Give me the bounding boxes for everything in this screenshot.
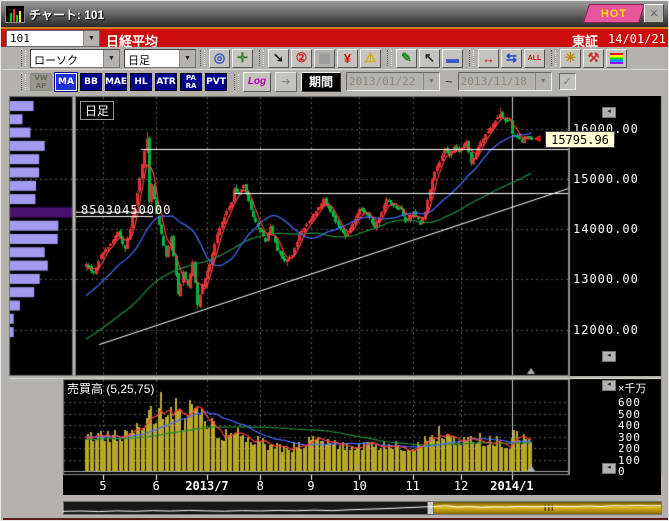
toolbar-grip[interactable]	[387, 50, 392, 66]
log-scale-button[interactable]: Log	[243, 71, 271, 92]
bb-button[interactable]: BB	[80, 72, 102, 91]
toolbar-grip[interactable]	[259, 50, 264, 66]
timeframe-value: 日足	[128, 54, 150, 67]
symbol-code-combo[interactable]: 101 ▼	[6, 30, 100, 47]
jump-arrow-button[interactable]: ➔	[275, 71, 297, 92]
last-price-arrow-icon: ◄	[531, 131, 543, 145]
chart-type-combo[interactable]: ローソク ▼	[30, 48, 120, 68]
volume-unit-label: ×千万	[618, 383, 647, 395]
x-axis-tick: 5	[99, 479, 107, 493]
grid-icon[interactable]: ▦	[314, 48, 335, 68]
window-title: チャート: 101	[29, 7, 105, 22]
hot-label: HOT	[600, 7, 628, 20]
palette-icon[interactable]	[606, 48, 627, 68]
chart-type-value: ローソク	[34, 54, 78, 67]
price-axis-tick: 14000.00	[573, 222, 639, 237]
scroll-chart-icon[interactable]: ➘	[268, 48, 289, 68]
axis-scroll-button[interactable]: ◂	[602, 107, 616, 118]
panel-timeframe-label: 日足	[80, 101, 115, 120]
date-from-field[interactable]: 2013/01/22 ▼	[346, 72, 440, 91]
timeframe-combo[interactable]: 日足 ▼	[124, 48, 196, 68]
pencil-icon[interactable]: ✎	[396, 48, 417, 68]
navigator-handle[interactable]	[427, 501, 434, 515]
chevron-down-icon[interactable]: ▼	[423, 73, 439, 90]
x-axis-tick: 8	[256, 479, 264, 493]
yen-scale-icon[interactable]: ¥	[337, 48, 358, 68]
volume-at-price-label: 85030450000	[81, 203, 172, 217]
alert-icon[interactable]: ⚠	[360, 48, 381, 68]
price-axis-tick: 15000.00	[573, 172, 639, 187]
last-price-callout: 15795.96	[545, 131, 615, 148]
zoom-icon[interactable]: ◎	[209, 48, 230, 68]
vwap-button[interactable]: VW AP	[30, 72, 52, 91]
symbol-code-value: 101	[10, 32, 30, 45]
crosshair-icon[interactable]: ✛	[232, 48, 253, 68]
navigator-grip[interactable]: III	[544, 503, 555, 513]
settings-icon[interactable]: ✳	[560, 48, 581, 68]
para-button[interactable]: PA RA	[180, 72, 202, 91]
toolbar-grip[interactable]	[21, 73, 26, 90]
toolbar-grip[interactable]	[551, 50, 556, 66]
expand-bars-icon[interactable]: ↔	[478, 48, 499, 68]
toolbar-grip[interactable]	[469, 50, 474, 66]
app-icon	[5, 5, 25, 23]
toolbar-grip[interactable]	[234, 73, 239, 90]
chevron-down-icon[interactable]: ▼	[103, 49, 119, 67]
x-axis-tick: 6	[152, 479, 160, 493]
eraser-icon[interactable]: ▬	[442, 48, 463, 68]
x-axis-tick: 9	[307, 479, 315, 493]
atr-button[interactable]: ATR	[155, 72, 177, 91]
range-checkbox[interactable]: ✓	[558, 73, 576, 90]
volume-panel-label: 売買高 (5,25,75)	[67, 382, 155, 396]
close-button[interactable]: ✕	[644, 4, 664, 23]
chart-toolbar: ローソク ▼ 日足 ▼ ◎ ✛ ➘ ② ▦ ¥ ⚠ ✎ ↖ ▬ ↔ ⇆ ALL ✳ ⚒	[1, 47, 668, 70]
axis-scroll-button[interactable]: ◂	[602, 351, 616, 362]
quote-date: 14/01/21	[608, 32, 666, 46]
axis-scroll-button[interactable]: ◂	[602, 380, 616, 391]
pvt-button[interactable]: PVT	[205, 72, 227, 91]
title-bar[interactable]: チャート: 101 HOT ✕	[1, 1, 668, 27]
x-axis-tick: 2014/1	[490, 479, 534, 493]
chevron-down-icon[interactable]: ▼	[534, 73, 551, 90]
quote-bar: 101 ▼ 日経平均 東証 14/01/21	[1, 29, 668, 49]
price-axis-tick: 12000.00	[573, 322, 639, 337]
shrink-bars-icon[interactable]: ⇆	[501, 48, 522, 68]
all-range-button[interactable]: ALL	[524, 48, 545, 68]
period-button[interactable]: 期間	[301, 71, 341, 92]
volume-axis-tick: 0	[618, 465, 626, 478]
x-axis-tick: 2013/7	[185, 479, 229, 493]
chevron-down-icon[interactable]: ▼	[83, 31, 99, 46]
range-navigator[interactable]: III	[63, 501, 662, 515]
price-axis-tick: 13000.00	[573, 272, 639, 287]
date-range-separator: ~	[445, 74, 453, 89]
select-cursor-icon[interactable]: ↖	[419, 48, 440, 68]
tools-icon[interactable]: ⚒	[583, 48, 604, 68]
toolbar-grip[interactable]	[200, 50, 205, 66]
axis-scroll-button[interactable]: ◂	[602, 463, 616, 474]
x-axis-tick: 11	[405, 479, 420, 493]
date-to-value: 2013/11/18	[460, 75, 527, 88]
chart-workspace: 日足 85030450000 売買高 (5,25,75) ×千万 ◄ 15795…	[1, 93, 668, 520]
x-axis-tick: 10	[352, 479, 367, 493]
toolbar-grip[interactable]	[21, 50, 26, 66]
indicator-toolbar: VW AP MA BB MAE HL ATR PA RA PVT Log ➔ 期間 2013/…	[1, 70, 668, 93]
date-to-field[interactable]: 2013/11/18 ▼	[457, 72, 552, 91]
x-axis-tick: 12	[453, 479, 469, 493]
ma-button[interactable]: MA	[55, 72, 77, 91]
hl-button[interactable]: HL	[130, 72, 152, 91]
date-from-value: 2013/01/22	[349, 75, 416, 88]
hot-badge[interactable]: HOT	[582, 4, 646, 23]
volume-profile-panel	[9, 96, 73, 376]
dual-chart-icon[interactable]: ②	[291, 48, 312, 68]
mae-button[interactable]: MAE	[105, 72, 127, 91]
chevron-down-icon[interactable]: ▼	[179, 49, 195, 67]
